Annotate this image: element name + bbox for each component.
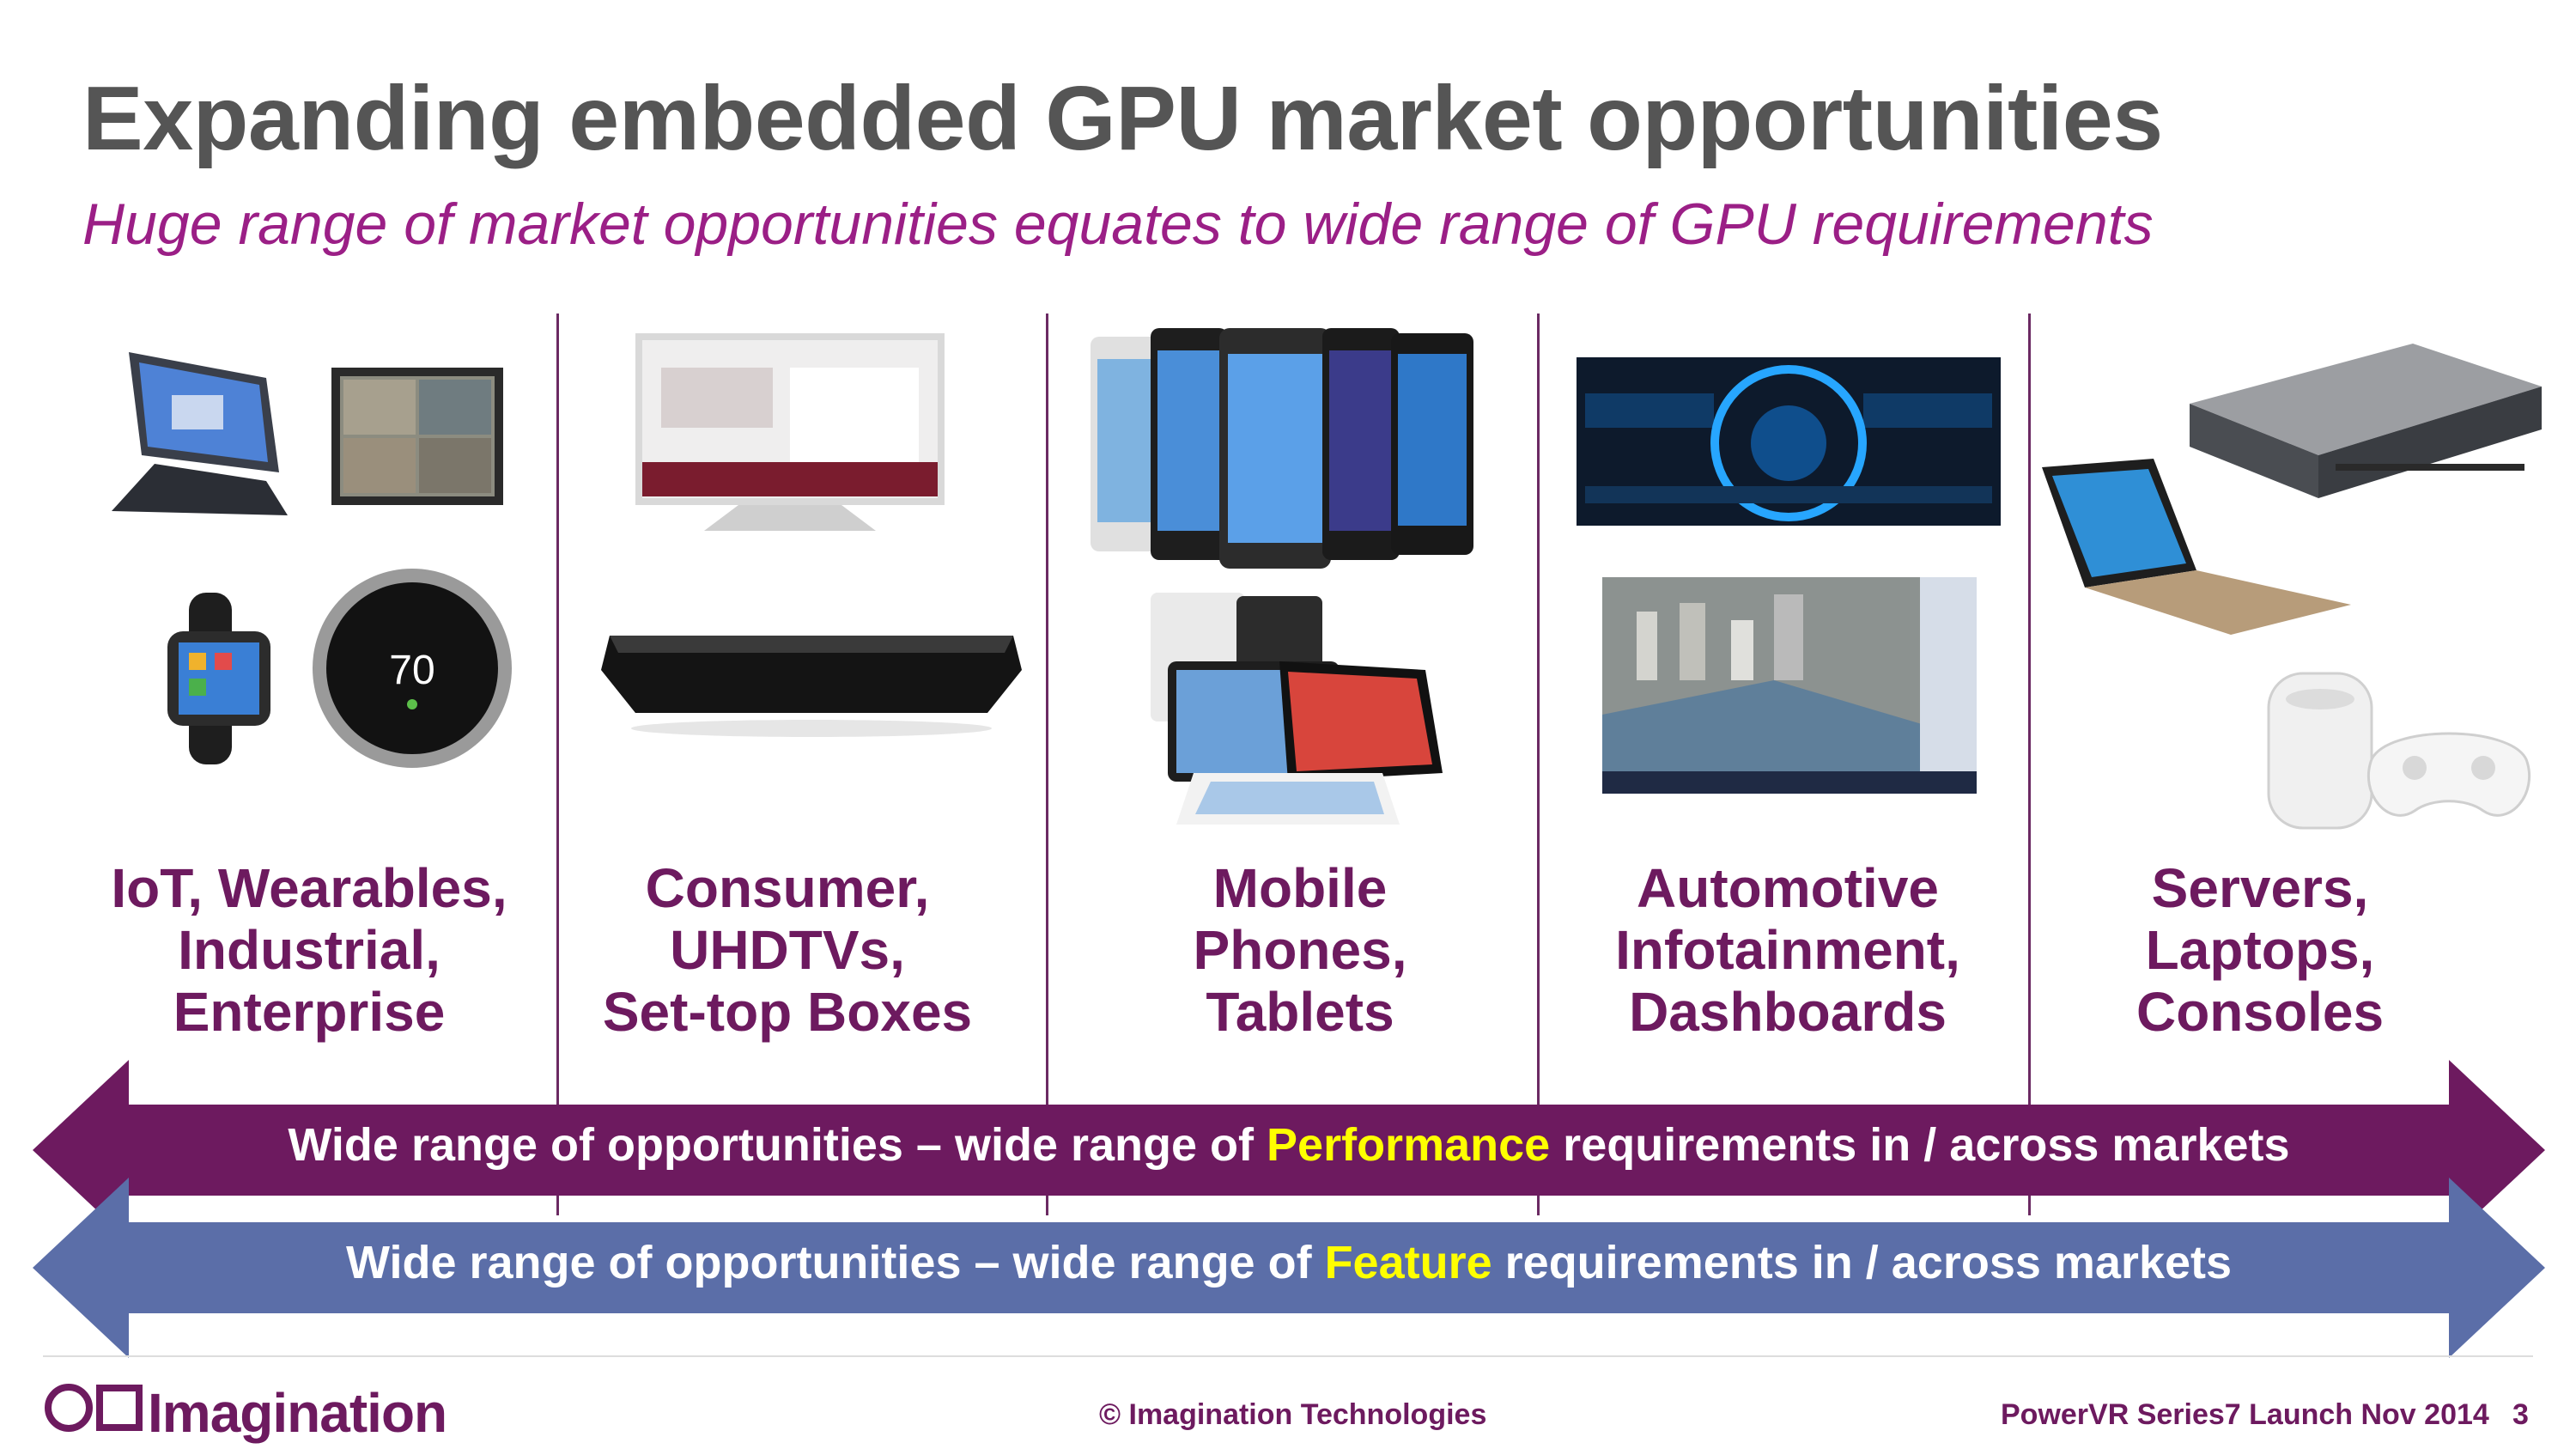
laptop-image	[2042, 459, 2351, 635]
category-label-line: Infotainment,	[1615, 919, 1960, 981]
category-label-line: Dashboards	[1629, 981, 1947, 1043]
category-label-line: Consoles	[2136, 981, 2385, 1043]
set-top-box-image	[601, 636, 1022, 737]
category-iot: IoT, Wearables, Industrial, Enterprise	[86, 857, 532, 1043]
feature-arrow-text: Wide range of opportunities – wide range…	[33, 1236, 2545, 1289]
category-label-line: Set-top Boxes	[602, 981, 973, 1043]
security-monitor-image	[331, 368, 503, 505]
performance-arrow: Wide range of opportunities – wide range…	[33, 1055, 2545, 1245]
arrow-text-prefix: Wide range of opportunities – wide range…	[288, 1119, 1267, 1171]
category-label-line: Tablets	[1206, 981, 1394, 1043]
feature-arrow: Wide range of opportunities – wide range…	[33, 1172, 2545, 1363]
column-divider	[556, 314, 559, 1215]
column-divider	[1537, 314, 1540, 1215]
arrow-text-suffix: requirements in / across markets	[1492, 1237, 2233, 1288]
arrow-text-highlight: Performance	[1267, 1119, 1551, 1171]
category-label-line: Automotive	[1637, 857, 1939, 919]
column-divider	[2028, 314, 2031, 1215]
slide-title: Expanding embedded GPU market opportunit…	[82, 68, 2163, 169]
arrow-text-highlight: Feature	[1324, 1237, 1492, 1288]
category-label-line: Phones,	[1193, 919, 1407, 981]
double-arrow-icon	[33, 1178, 2545, 1358]
category-label-line: Enterprise	[173, 981, 446, 1043]
category-automotive: Automotive Infotainment, Dashboards	[1564, 857, 2011, 1043]
category-label-line: UHDTVs,	[670, 919, 905, 981]
category-label-line: Mobile	[1212, 857, 1388, 919]
category-label-line: Servers,	[2151, 857, 2369, 919]
event-label: PowerVR Series7 Launch Nov 2014	[2001, 1398, 2489, 1431]
copyright-text: © Imagination Technologies	[1099, 1398, 1487, 1431]
imagination-logo-icon	[45, 1384, 143, 1432]
double-arrow-icon	[33, 1060, 2545, 1240]
footer-divider	[43, 1355, 2533, 1357]
tablets-image	[1151, 593, 1443, 825]
column-divider	[1046, 314, 1048, 1215]
digital-dashboard-image	[1577, 357, 2001, 526]
slide-subtitle: Huge range of market opportunities equat…	[82, 192, 2154, 257]
smartphones-image	[1091, 328, 1473, 569]
category-servers: Servers, Laptops, Consoles	[2037, 857, 2483, 1043]
category-label-line: Industrial,	[178, 919, 440, 981]
arrow-text-prefix: Wide range of opportunities – wide range…	[345, 1237, 1325, 1288]
logo-wordmark: Imagination	[148, 1382, 447, 1444]
category-consumer: Consumer, UHDTVs, Set-top Boxes	[564, 857, 1011, 1043]
game-console-image	[2267, 672, 2531, 830]
page-number: 3	[2512, 1398, 2529, 1431]
smart-tv-image	[635, 333, 945, 531]
performance-arrow-text: Wide range of opportunities – wide range…	[33, 1118, 2545, 1172]
thermostat-reading: 70	[389, 648, 434, 693]
category-label-line: Consumer,	[645, 857, 930, 919]
category-label-line: Laptops,	[2145, 919, 2375, 981]
navigation-map-image	[1602, 577, 1977, 794]
thermostat-image: 70	[313, 569, 512, 768]
category-mobile: Mobile Phones, Tablets	[1077, 857, 1523, 1043]
category-label-line: IoT, Wearables,	[111, 857, 507, 919]
pos-terminal-image	[112, 352, 288, 515]
smartwatch-image	[167, 593, 270, 764]
arrow-text-suffix: requirements in / across markets	[1550, 1119, 2290, 1171]
server-rack-image	[2190, 344, 2542, 498]
